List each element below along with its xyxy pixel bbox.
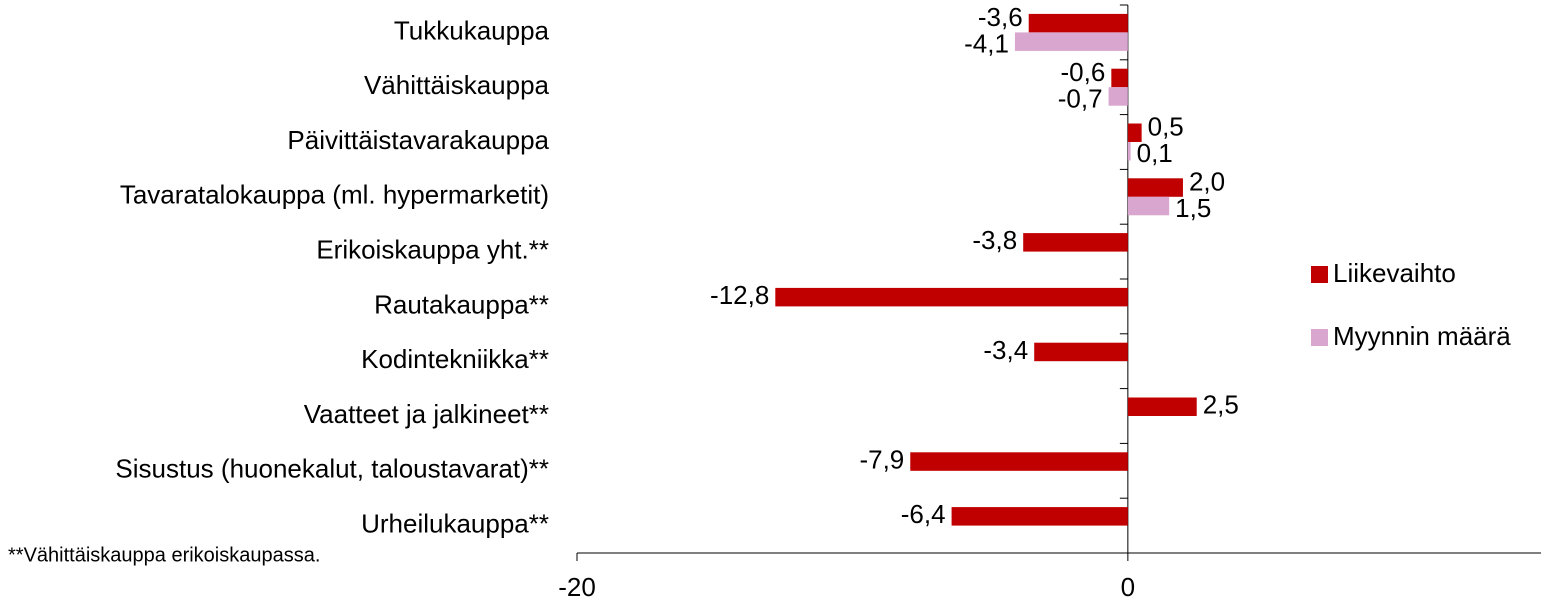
x-tick-label: 0 [1121,572,1135,602]
bar [910,452,1128,471]
value-label: -3,4 [983,335,1028,365]
y-tick-label: Vähittäiskauppa [364,70,550,100]
value-label: -0,7 [1058,83,1103,113]
footnote: **Vähittäiskauppa erikoiskaupassa. [8,544,320,566]
x-tick-label: -20 [558,572,596,602]
bar [1034,342,1128,362]
bar [1108,87,1128,106]
bar [1127,397,1197,416]
y-tick-label: Erikoiskauppa yht.** [316,234,549,264]
y-tick-label: Kodintekniikka** [361,344,549,374]
legend-swatch [1311,329,1328,346]
y-tick-label: Tukkukauppa [394,15,550,45]
bar [1127,196,1170,216]
value-label: 2,0 [1189,166,1225,196]
value-label: -7,9 [859,444,904,474]
bar [1127,142,1131,161]
y-tick-label: Sisustus (huonekalut, taloustavarat)** [115,454,549,484]
legend-label: Myynnin määrä [1333,321,1511,351]
y-tick-label: Vaatteet ja jalkineet** [304,399,549,429]
bar [1111,68,1128,88]
value-label: 2,5 [1203,390,1239,420]
bar [951,507,1128,526]
bar [1028,13,1128,33]
value-label: -3,6 [978,2,1023,32]
y-tick-label: Urheilukauppa** [361,508,549,538]
bar [1127,178,1183,197]
y-tick-label: Tavaratalokauppa (ml. hypermarketit) [120,180,549,210]
value-label: -3,8 [972,225,1017,255]
bar [1023,233,1128,252]
legend-label: Liikevaihto [1333,258,1456,288]
y-tick-label: Päivittäistavarakauppa [287,125,549,155]
value-label: -6,4 [901,499,946,529]
value-label: 0,5 [1148,112,1184,142]
value-label: -4,1 [964,29,1009,59]
bar [1127,123,1142,142]
value-label: 0,1 [1137,138,1173,168]
y-tick-label: Rautakauppa** [374,289,549,319]
value-label: 1,5 [1175,193,1211,223]
legend-swatch [1311,266,1328,283]
value-label: -12,8 [710,280,769,310]
bar [1014,32,1128,51]
bar [775,287,1128,307]
value-label: -0,6 [1061,57,1106,87]
